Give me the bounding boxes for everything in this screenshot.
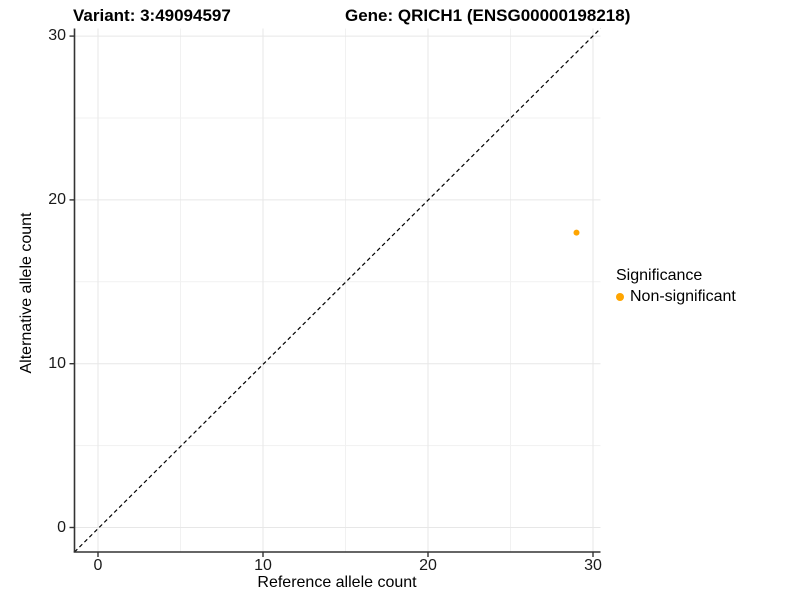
data-point: [573, 229, 580, 236]
legend-title: Significance: [616, 267, 703, 284]
y-tick-label: 20: [48, 190, 66, 208]
x-tick-label: 0: [93, 557, 103, 574]
x-tick-label: 20: [419, 557, 437, 574]
legend-point-icon: [616, 293, 624, 301]
y-tick-label: 10: [48, 354, 66, 372]
x-tick-label: 10: [254, 557, 272, 574]
y-tick-label: 30: [48, 27, 66, 45]
identity-reference-line: [74, 28, 601, 553]
legend-item-label: Non-significant: [630, 288, 736, 305]
plot-title-variant: Variant: 3:49094597: [73, 6, 231, 25]
legend-item-non-significant: Non-significant: [616, 288, 736, 306]
legend: Significance Non-significant: [616, 267, 736, 306]
x-axis-title: Reference allele count: [257, 574, 417, 591]
y-axis-title: Alternative allele count: [18, 212, 35, 374]
plot-title-gene: Gene: QRICH1 (ENSG00000198218): [345, 6, 631, 25]
y-tick-label: 0: [57, 518, 66, 536]
x-tick-label: 30: [584, 557, 602, 574]
